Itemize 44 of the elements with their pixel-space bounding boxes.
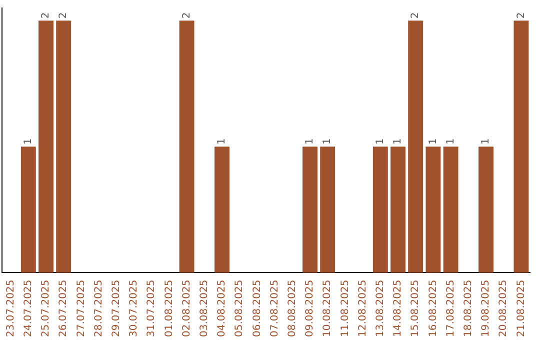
x-tick-label: 30.07.2025 [128, 280, 140, 338]
x-tick-label: 20.08.2025 [498, 280, 510, 338]
x-tick-label: 18.08.2025 [462, 280, 474, 338]
x-tick-label: 13.08.2025 [374, 280, 386, 338]
x-tick-label: 16.08.2025 [428, 280, 439, 338]
x-tick-label: 25.07.2025 [40, 280, 52, 338]
x-tick-label: 15.08.2025 [410, 280, 422, 338]
data-label: 2 [58, 12, 70, 19]
data-label: 1 [216, 138, 228, 145]
x-tick-label: 14.08.2025 [392, 280, 404, 338]
x-tick-label: 28.07.2025 [93, 280, 104, 338]
x-tick-label: 09.08.2025 [304, 280, 316, 338]
x-tick-label: 10.08.2025 [322, 280, 334, 338]
x-tick-label: 26.07.2025 [58, 280, 70, 338]
data-label: 1 [480, 138, 492, 145]
data-label: 1 [392, 138, 404, 145]
data-label: 1 [428, 138, 439, 145]
data-label: 2 [410, 12, 422, 19]
x-tick-label: 29.07.2025 [110, 280, 122, 338]
x-tick-label: 06.08.2025 [252, 280, 263, 338]
data-label: 2 [516, 12, 527, 19]
x-tick-label: 21.08.2025 [516, 280, 527, 338]
data-label: 1 [22, 138, 34, 145]
x-tick-label: 01.08.2025 [164, 280, 175, 338]
data-label: 1 [445, 138, 456, 145]
x-tick-label: 12.08.2025 [357, 280, 368, 338]
x-tick-label: 27.07.2025 [76, 280, 87, 338]
data-label: 1 [322, 138, 334, 145]
x-tick-label: 03.08.2025 [198, 280, 210, 338]
x-tick-label: 04.08.2025 [216, 280, 228, 338]
x-tick-label: 05.08.2025 [234, 280, 246, 338]
x-tick-label: 17.08.2025 [445, 280, 456, 338]
data-label: 1 [304, 138, 316, 145]
x-tick-label: 08.08.2025 [286, 280, 298, 338]
data-label: 2 [181, 12, 192, 19]
x-tick-label: 31.07.2025 [146, 280, 158, 338]
x-tick-label: 19.08.2025 [480, 280, 492, 338]
data-label: 2 [40, 12, 52, 19]
data-label: 1 [374, 138, 386, 145]
x-tick-label: 07.08.2025 [269, 280, 280, 338]
x-tick-label: 23.07.2025 [5, 280, 16, 338]
x-tick-label: 11.08.2025 [340, 280, 351, 338]
x-tick-label: 24.07.2025 [22, 280, 34, 338]
x-tick-label: 02.08.2025 [181, 280, 192, 338]
